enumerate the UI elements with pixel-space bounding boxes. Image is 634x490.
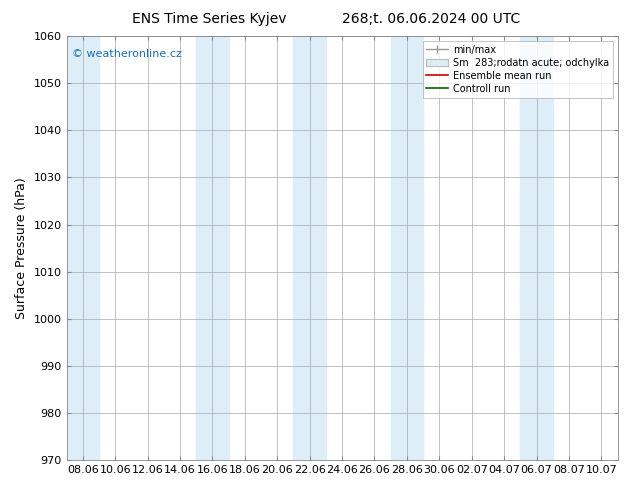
Text: © weatheronline.cz: © weatheronline.cz <box>72 49 182 59</box>
Bar <box>294 36 326 460</box>
Bar <box>196 36 229 460</box>
Text: 268;t. 06.06.2024 00 UTC: 268;t. 06.06.2024 00 UTC <box>342 12 521 26</box>
Y-axis label: Surface Pressure (hPa): Surface Pressure (hPa) <box>15 177 28 319</box>
Bar <box>391 36 423 460</box>
Bar <box>521 36 553 460</box>
Text: ENS Time Series Kyjev: ENS Time Series Kyjev <box>132 12 287 26</box>
Bar <box>67 36 99 460</box>
Legend: min/max, Sm  283;rodatn acute; odchylka, Ensemble mean run, Controll run: min/max, Sm 283;rodatn acute; odchylka, … <box>423 41 612 98</box>
